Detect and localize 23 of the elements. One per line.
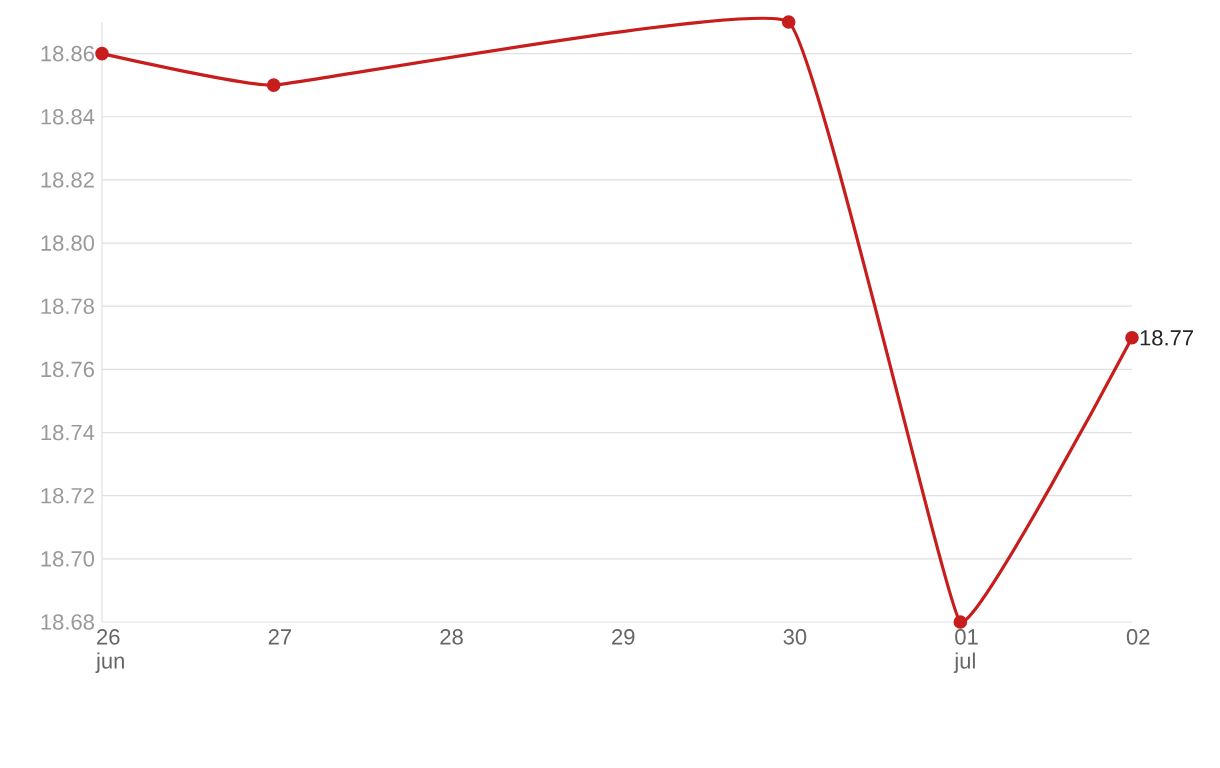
y-tick-label: 18.68	[41, 614, 94, 630]
y-tick-label: 18.80	[41, 235, 95, 251]
point	[95, 46, 109, 61]
x-tick-label: 29	[612, 629, 635, 645]
x-tick-label: 30	[783, 629, 807, 645]
x-tick-label: 01 jul	[953, 629, 978, 673]
point	[781, 15, 796, 29]
y-tick-label: 18.78	[41, 298, 94, 315]
point	[266, 78, 281, 92]
x-tick-label: 27	[268, 629, 292, 645]
y-tick-label: 18.74	[41, 424, 95, 441]
point	[1125, 331, 1139, 345]
x-tick-label: 26 jun	[95, 629, 124, 673]
y-tick-label: 18.76	[41, 361, 94, 378]
x-tick-label: 28	[440, 629, 463, 645]
data-label: 18.77	[1140, 330, 1194, 346]
y-tick-label: 18.72	[41, 487, 94, 504]
y-tick-label: 18.86	[41, 45, 94, 62]
point	[953, 615, 968, 629]
y-tick-label: 18.82	[41, 172, 94, 188]
x-tick-label: 02	[1126, 629, 1150, 645]
y-tick-label: 18.70	[41, 551, 95, 567]
y-tick-label: 18.84	[41, 108, 95, 125]
